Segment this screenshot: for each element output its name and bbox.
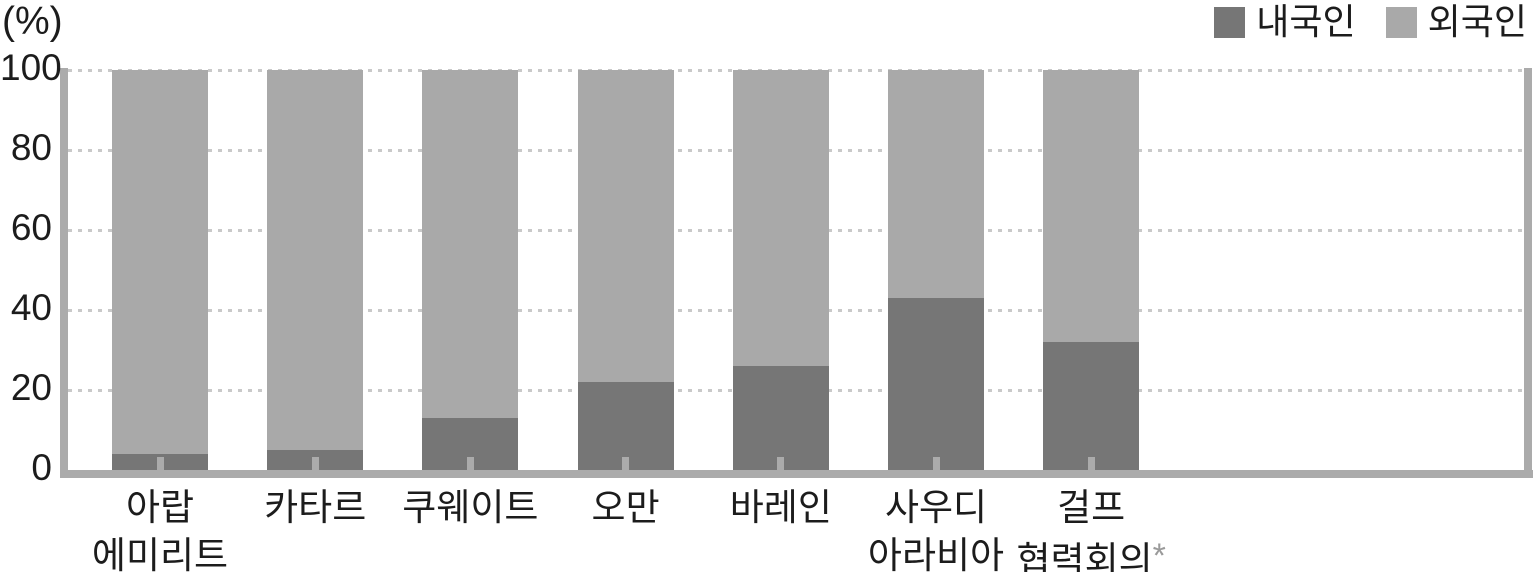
y-tick-label-0: 0 bbox=[31, 447, 52, 488]
y-tick-label-80: 80 bbox=[10, 127, 52, 168]
x-category-label-0: 아랍 에미리트 bbox=[91, 487, 229, 572]
legend: 내국인 외국인 bbox=[1214, 3, 1527, 41]
bar-segment-foreign-4 bbox=[732, 70, 829, 366]
bar-1 bbox=[267, 70, 364, 470]
bar-segment-foreign-6 bbox=[1043, 70, 1140, 342]
y-axis-unit-label: (%) bbox=[2, 0, 63, 43]
x-category-label-2: 쿠웨이트 bbox=[402, 487, 539, 528]
footnote-asterisk: * bbox=[1152, 537, 1166, 572]
legend-label-domestic: 내국인 bbox=[1256, 1, 1356, 42]
legend-item-domestic: 내국인 bbox=[1214, 1, 1356, 42]
x-axis-line bbox=[60, 470, 1533, 478]
plot-area bbox=[68, 69, 1524, 470]
bar-segment-domestic-4 bbox=[732, 366, 829, 470]
x-category-label-5: 사우디 아라비아 bbox=[867, 487, 1005, 572]
bar-segment-foreign-0 bbox=[112, 70, 208, 454]
bar-0 bbox=[112, 70, 208, 470]
x-axis-tick-2 bbox=[466, 457, 474, 470]
x-axis-tick-5 bbox=[932, 457, 940, 470]
bar-5 bbox=[888, 70, 984, 470]
y-tick-label-100: 100 bbox=[0, 47, 62, 88]
y-tick-label-40: 40 bbox=[10, 287, 52, 328]
x-category-label-4: 바레인 bbox=[729, 487, 832, 528]
x-axis-tick-1 bbox=[311, 457, 319, 470]
bar-segment-domestic-5 bbox=[888, 298, 984, 470]
y-tick-label-60: 60 bbox=[10, 207, 52, 248]
x-category-label-1: 카타르 bbox=[264, 487, 367, 528]
bar-4 bbox=[732, 70, 829, 470]
bar-segment-domestic-3 bbox=[577, 382, 674, 470]
x-category-label-3: 오만 bbox=[591, 487, 660, 528]
bar-segment-foreign-5 bbox=[888, 70, 984, 298]
bar-3 bbox=[577, 70, 674, 470]
y-tick-label-20: 20 bbox=[10, 367, 52, 408]
legend-swatch-foreign bbox=[1385, 6, 1417, 38]
right-border-line bbox=[1524, 68, 1532, 478]
legend-item-foreign: 외국인 bbox=[1385, 1, 1527, 42]
bar-segment-domestic-6 bbox=[1043, 342, 1140, 470]
bar-segment-foreign-1 bbox=[267, 70, 364, 450]
legend-label-foreign: 외국인 bbox=[1427, 1, 1527, 42]
x-category-label-6: 걸프 협력회의* bbox=[961, 484, 1221, 572]
bar-segment-foreign-3 bbox=[577, 70, 674, 382]
x-axis-tick-6 bbox=[1087, 457, 1095, 470]
bar-2 bbox=[422, 70, 519, 470]
legend-swatch-domestic bbox=[1214, 6, 1246, 38]
bar-segment-foreign-2 bbox=[422, 70, 519, 418]
x-axis-tick-0 bbox=[156, 457, 164, 470]
x-axis-tick-3 bbox=[622, 457, 630, 470]
x-axis-tick-4 bbox=[777, 457, 785, 470]
y-axis-line bbox=[60, 68, 68, 478]
bar-6 bbox=[1043, 70, 1140, 470]
